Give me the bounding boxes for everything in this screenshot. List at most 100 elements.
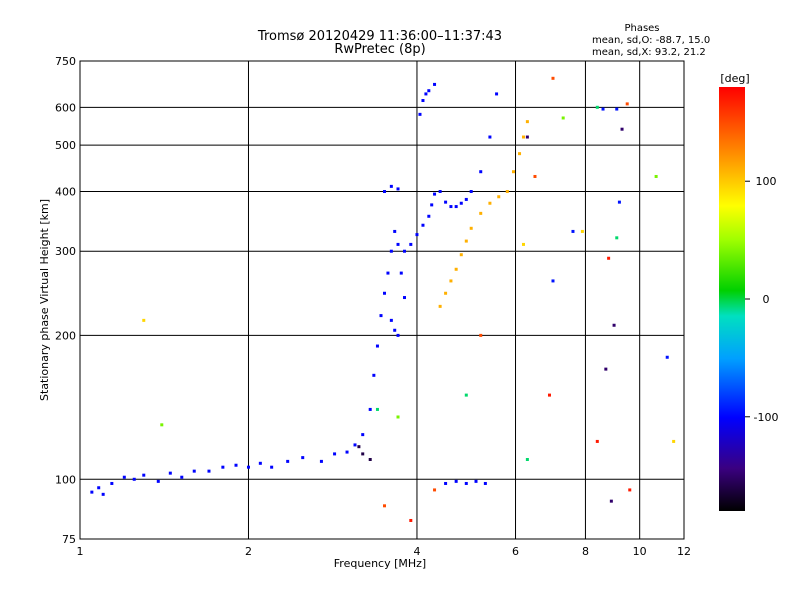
data-point	[386, 271, 390, 275]
data-point	[433, 82, 437, 86]
data-point	[375, 344, 379, 348]
colorbar-ticks: 100 0 -100	[745, 175, 778, 424]
data-point	[672, 439, 676, 443]
colorbar-label: [deg]	[720, 72, 749, 85]
y-axis-label: Stationary phase Virtual Height [km]	[38, 199, 51, 401]
data-point	[438, 304, 442, 308]
data-point	[156, 479, 160, 483]
data-point	[368, 457, 372, 461]
data-point	[521, 135, 525, 139]
data-point	[580, 229, 584, 233]
data-point	[246, 465, 250, 469]
data-points	[90, 76, 676, 522]
data-point	[449, 279, 453, 283]
data-point	[444, 481, 448, 485]
data-point	[433, 488, 437, 492]
data-point	[301, 456, 305, 460]
data-point	[488, 201, 492, 205]
plot-area	[79, 60, 685, 540]
colorbar-tick-label: 100	[756, 175, 777, 188]
data-point	[525, 457, 529, 461]
data-point	[561, 116, 565, 120]
data-point	[479, 333, 483, 337]
data-point	[424, 92, 428, 96]
x-axis-label: Frequency [MHz]	[334, 557, 426, 570]
data-point	[132, 477, 136, 481]
data-point	[393, 229, 397, 233]
x-tick-label: 12	[677, 545, 691, 558]
x-tick-label: 4	[413, 545, 420, 558]
data-point	[368, 407, 372, 411]
data-point	[396, 333, 400, 337]
y-tick-labels: 75 100 200 300 400 500 600 750	[55, 55, 76, 546]
data-point	[97, 486, 101, 490]
y-tick-label: 500	[55, 139, 76, 152]
chart-title: Tromsø 20120429 11:36:00–11:37:43	[257, 29, 502, 44]
data-point	[615, 107, 619, 111]
data-point	[427, 214, 431, 218]
data-point	[459, 253, 463, 257]
data-point	[469, 226, 473, 230]
stats-header: Phases	[624, 23, 659, 34]
data-point	[396, 187, 400, 191]
data-point	[607, 256, 611, 260]
data-point	[454, 205, 458, 209]
x-tick-label: 10	[633, 545, 647, 558]
data-point	[525, 120, 529, 124]
data-point	[409, 242, 413, 246]
x-tick-label: 6	[512, 545, 519, 558]
y-tick-label: 75	[62, 533, 76, 546]
data-point	[521, 242, 525, 246]
data-point	[571, 229, 575, 233]
data-point	[383, 504, 387, 508]
data-point	[483, 481, 487, 485]
data-point	[389, 318, 393, 322]
data-point	[142, 473, 146, 477]
data-point	[609, 499, 613, 503]
x-tick-label: 8	[582, 545, 589, 558]
data-point	[625, 102, 629, 106]
data-point	[474, 479, 478, 483]
colorbar-tick-label: 0	[763, 293, 770, 306]
data-point	[90, 490, 94, 494]
data-point	[551, 76, 555, 80]
data-point	[221, 465, 225, 469]
stats-line-x: mean, sd,X: 93.2, 21.2	[592, 47, 706, 58]
data-point	[464, 393, 468, 397]
data-point	[505, 189, 509, 193]
data-point	[665, 355, 669, 359]
data-point	[418, 112, 422, 116]
data-point	[258, 461, 262, 465]
data-point	[319, 459, 323, 463]
data-point	[372, 373, 376, 377]
data-point	[207, 469, 211, 473]
data-point	[399, 271, 403, 275]
data-point	[353, 443, 357, 447]
colorbar-tick-label: -100	[754, 411, 779, 424]
data-point	[601, 107, 605, 111]
chart-subtitle: RwPretec (8p)	[334, 42, 425, 57]
data-point	[595, 439, 599, 443]
data-point	[525, 135, 529, 139]
x-tick-label: 1	[77, 545, 84, 558]
data-point	[654, 174, 658, 178]
data-point	[389, 249, 393, 253]
data-point	[449, 205, 453, 209]
data-point	[464, 239, 468, 243]
data-point	[379, 314, 383, 318]
data-point	[430, 203, 434, 207]
data-point	[495, 92, 499, 96]
data-point	[409, 518, 413, 522]
data-point	[389, 184, 393, 188]
data-point	[393, 328, 397, 332]
data-point	[396, 415, 400, 419]
data-point	[454, 267, 458, 271]
data-point	[620, 127, 624, 131]
data-point	[383, 189, 387, 193]
data-point	[333, 452, 337, 456]
data-point	[469, 189, 473, 193]
data-point	[488, 135, 492, 139]
data-point	[479, 211, 483, 215]
data-point	[415, 233, 419, 237]
